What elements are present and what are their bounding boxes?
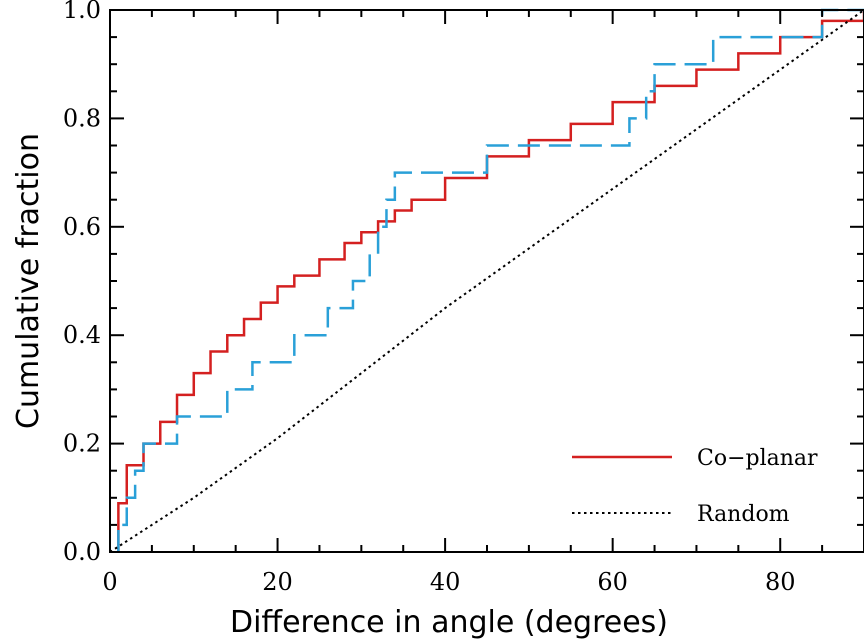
plot-content	[109, 8, 864, 553]
legend: Co−planar Random	[572, 446, 818, 527]
y-axis-title: Cumulative fraction	[11, 133, 46, 429]
legend-label: Random	[697, 502, 790, 527]
x-tick-label: 60	[597, 568, 628, 596]
y-tick-label: 1.0	[63, 0, 101, 24]
y-tick-label: 0.2	[63, 430, 101, 458]
series-line-1	[117, 10, 864, 552]
y-tick-label: 0.0	[63, 538, 101, 566]
x-tick-label: 40	[430, 568, 461, 596]
x-tick-label: 20	[262, 568, 293, 596]
series-line-2	[117, 8, 864, 552]
y-tick-label: 0.4	[63, 321, 101, 349]
y-tick-label: 0.6	[63, 213, 101, 241]
x-tick-label: 0	[102, 568, 117, 596]
y-tick-label: 0.8	[63, 104, 101, 132]
axis-ticks	[110, 10, 864, 552]
series-line-3	[109, 9, 864, 553]
legend-label: Co−planar	[697, 446, 818, 471]
x-tick-label: 80	[765, 568, 796, 596]
x-axis-title: Difference in angle (degrees)	[230, 605, 668, 640]
axis-tick-labels: 0 20 40 60 80 0.0 0.2 0.4 0.6 0.8 1.0	[63, 0, 796, 596]
